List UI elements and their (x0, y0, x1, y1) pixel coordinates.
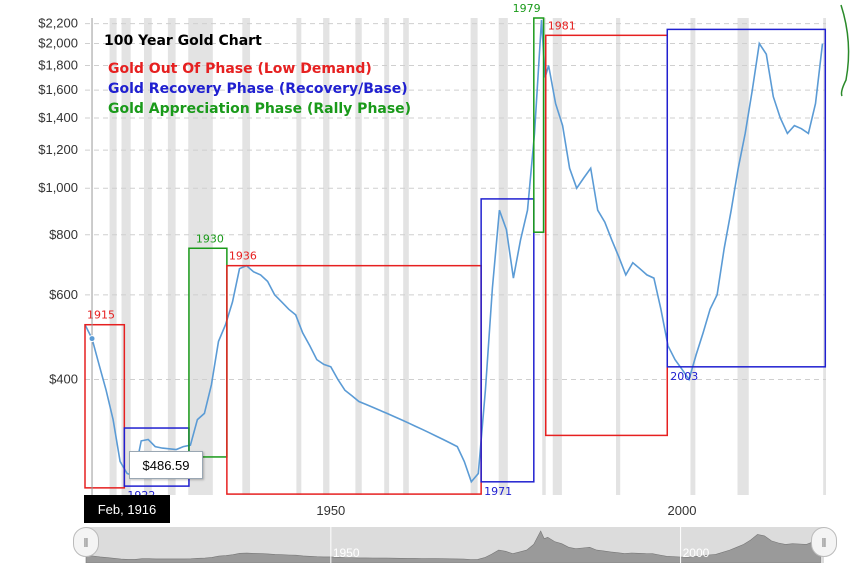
y-tick-label: $2,000 (38, 36, 78, 51)
y-tick-label: $1,600 (38, 82, 78, 97)
recession-band (470, 18, 478, 495)
phase-label-1930: 1930 (196, 232, 224, 245)
hover-point (88, 335, 96, 343)
y-tick-label: $1,800 (38, 58, 78, 73)
x-tick-label: 2000 (668, 503, 697, 518)
navigator-labels: 1950 2000 (330, 527, 710, 563)
x-tick-label: 1950 (316, 503, 345, 518)
recession-band (188, 18, 213, 495)
grip-icon: ǁ (83, 536, 89, 548)
recession-band (167, 18, 176, 495)
phase-label-1971: 1971 (484, 485, 512, 498)
phase-label-1936: 1936 (229, 250, 257, 263)
recession-band (109, 18, 117, 495)
recession-band (384, 18, 390, 495)
recession-band (737, 18, 749, 495)
recession-band (296, 18, 302, 495)
phase-box-2003 (666, 28, 827, 368)
recession-bands (109, 18, 826, 495)
value-tooltip: $486.59 (129, 451, 203, 479)
range-navigator[interactable]: 1950 2000 ǁ ǁ (72, 527, 838, 563)
navigator-label: 1950 (333, 546, 360, 560)
recession-band (323, 18, 330, 495)
recession-band (498, 18, 508, 495)
y-tick-label: $400 (49, 371, 78, 386)
y-tick-label: $800 (49, 227, 78, 242)
phase-label-1981: 1981 (548, 19, 576, 32)
phase-box-1979 (533, 17, 545, 233)
legend-appreciation: Gold Appreciation Phase (Rally Phase) (108, 101, 411, 117)
navigator-area (85, 530, 821, 563)
chart-title: 100 Year Gold Chart (104, 33, 262, 49)
navigator-right-handle[interactable]: ǁ (811, 527, 837, 557)
recession-band (403, 18, 409, 495)
y-tick-label: $600 (49, 287, 78, 302)
gold-price-line (84, 19, 824, 484)
navigator-left-handle[interactable]: ǁ (73, 527, 99, 557)
y-tick-label: $1,400 (38, 110, 78, 125)
recession-band (355, 18, 362, 495)
recession-band (690, 18, 696, 495)
grip-icon: ǁ (821, 536, 827, 548)
x-axis-ticks: 1950 2000 (316, 503, 696, 518)
legend: 100 Year Gold Chart Gold Out Of Phase (L… (104, 33, 411, 117)
phase-label-2003: 2003 (670, 370, 698, 383)
green-edge-annotation (840, 4, 850, 97)
recession-band (552, 18, 562, 495)
legend-out-of-phase: Gold Out Of Phase (Low Demand) (108, 61, 372, 77)
phase-box-1971 (480, 198, 535, 483)
y-tick-label: $2,200 (38, 16, 78, 31)
date-label-text: Feb, 1916 (97, 501, 157, 517)
recession-band (121, 18, 131, 495)
recession-band (143, 18, 152, 495)
phase-box-1981 (545, 34, 669, 437)
y-tick-label: $1,200 (38, 142, 78, 157)
phase-label-1915: 1915 (87, 309, 115, 322)
phase-label-1979: 1979 (513, 2, 541, 15)
navigator-minichart: 1950 2000 (85, 527, 824, 563)
date-label: Feb, 1916 (84, 495, 170, 523)
recession-band (542, 18, 546, 495)
tooltip-value: $486.59 (142, 457, 190, 473)
legend-recovery: Gold Recovery Phase (Recovery/Base) (108, 81, 408, 97)
y-axis-ticks: $400 $600 $800 $1,000 $1,200 $1,400 $1,600 $1,8… (38, 16, 78, 387)
navigator-label: 2000 (683, 546, 710, 560)
y-gridlines (85, 23, 826, 380)
phase-box-1915 (84, 323, 126, 489)
y-tick-label: $1,000 (38, 180, 78, 195)
recession-band (242, 18, 251, 495)
